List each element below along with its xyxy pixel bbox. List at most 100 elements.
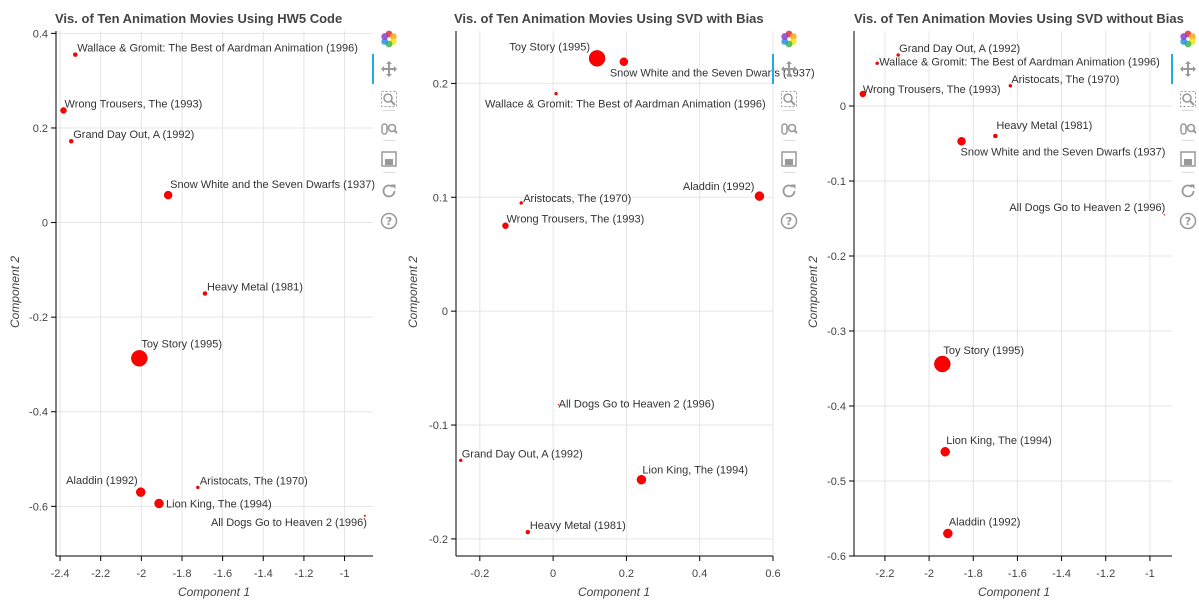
point-label: Wallace & Gromit: The Best of Aardman An… — [879, 56, 1160, 68]
wheel-zoom-icon[interactable] — [1177, 118, 1199, 140]
point-label: Wrong Trousers, The (1993) — [506, 214, 644, 226]
points-layer: Wallace & Gromit: The Best of Aardman An… — [60, 43, 375, 529]
x-tick-label: -1.4 — [1052, 568, 1071, 580]
y-tick-label: -0.1 — [429, 420, 448, 432]
chart-panel-hw5: Vis. of Ten Animation Movies Using HW5 C… — [0, 0, 400, 609]
wheel-zoom-icon[interactable] — [378, 118, 400, 140]
bokeh-logo-icon[interactable] — [1177, 28, 1199, 50]
y-tick-label: -0.6 — [29, 501, 48, 513]
scatter-point — [875, 61, 879, 65]
scatter-point — [896, 53, 900, 57]
point-label: All Dogs Go to Heaven 2 (1996) — [211, 517, 367, 529]
box-zoom-icon[interactable] — [378, 88, 400, 110]
active-tool-indicator — [1171, 54, 1173, 84]
x-tick-label: 0.4 — [692, 568, 707, 580]
point-label: Heavy Metal (1981) — [207, 282, 303, 294]
x-tick-label: -2 — [136, 568, 146, 580]
save-icon[interactable] — [378, 148, 400, 170]
axes-layer — [51, 31, 373, 561]
scatter-point — [754, 191, 765, 201]
y-tick-label: -0.4 — [827, 401, 846, 413]
y-tick-label: -0.1 — [827, 176, 846, 188]
scatter-point — [554, 91, 558, 96]
point-label: Lion King, The (1994) — [946, 435, 1052, 447]
point-label: Lion King, The (1994) — [642, 465, 748, 477]
point-label: Wallace & Gromit: The Best of Aardman An… — [77, 43, 358, 55]
tick-labels-layer: -2.4 -2.2 -2 -1.8 -1.6 -1.4 -1.2 -1 -0.6 -0.4 -0.2… — [29, 28, 349, 580]
x-tick-label: -1.2 — [294, 568, 313, 580]
x-tick-label: -2.2 — [91, 568, 110, 580]
chart-panel-svd-bias: Vis. of Ten Animation Movies Using SVD w… — [400, 0, 815, 609]
svg-text:?: ? — [386, 215, 392, 228]
bokeh-logo-icon[interactable] — [778, 28, 800, 50]
axes-layer — [849, 31, 1172, 561]
box-zoom-icon[interactable] — [1177, 88, 1199, 110]
y-tick-label: 0.4 — [33, 28, 48, 40]
scatter-point — [934, 355, 951, 373]
scatter-point — [588, 50, 606, 67]
toolbar-separator — [383, 172, 395, 173]
plot-toolbar: ? — [372, 26, 404, 236]
y-axis-label: Component 2 — [806, 256, 820, 328]
point-label: Grand Day Out, A (1992) — [462, 448, 583, 460]
wheel-zoom-icon[interactable] — [778, 118, 800, 140]
y-tick-label: -0.2 — [429, 534, 448, 546]
save-icon[interactable] — [778, 148, 800, 170]
scatter-point — [940, 447, 950, 457]
scatter-point — [363, 514, 366, 517]
help-icon[interactable]: ? — [1177, 210, 1199, 232]
active-tool-indicator — [772, 54, 774, 84]
x-axis-label: Component 1 — [578, 585, 650, 599]
x-tick-label: -2 — [924, 568, 934, 580]
scatter-point — [459, 458, 463, 463]
scatter-point — [943, 528, 953, 539]
plot-toolbar: ? — [1171, 26, 1199, 236]
scatter-point — [1163, 214, 1166, 216]
scatter-point — [60, 107, 67, 114]
toolbar-separator — [383, 140, 395, 141]
y-tick-label: -0.5 — [827, 476, 846, 488]
toolbar-separator — [383, 110, 395, 111]
point-label: All Dogs Go to Heaven 2 (1996) — [1009, 202, 1165, 214]
help-icon[interactable]: ? — [778, 210, 800, 232]
toolbar-separator — [783, 140, 795, 141]
y-tick-label: 0.2 — [33, 123, 48, 135]
scatter-point — [73, 52, 78, 57]
x-tick-label: -1.8 — [173, 568, 192, 580]
point-label: Wrong Trousers, The (1993) — [65, 98, 203, 110]
chart-title: Vis. of Ten Animation Movies Using SVD w… — [454, 11, 764, 26]
y-tick-label: 0 — [442, 306, 448, 318]
point-label: Heavy Metal (1981) — [530, 520, 626, 532]
point-label: All Dogs Go to Heaven 2 (1996) — [559, 399, 715, 411]
y-tick-label: 0 — [840, 101, 846, 113]
points-layer: Toy Story (1995) Snow White and the Seven… — [459, 41, 815, 535]
x-axis-label: Component 1 — [178, 585, 250, 599]
reset-icon[interactable] — [778, 180, 800, 202]
y-tick-label: -0.2 — [29, 312, 48, 324]
toolbar-separator — [1182, 110, 1194, 111]
save-icon[interactable] — [1177, 148, 1199, 170]
chart-panel-svd-no-bias: Vis. of Ten Animation Movies Using SVD w… — [800, 0, 1199, 609]
help-icon[interactable]: ? — [378, 210, 400, 232]
point-label: Aristocats, The (1970) — [523, 193, 631, 205]
pan-icon[interactable] — [778, 58, 800, 80]
x-tick-label: -1 — [340, 568, 350, 580]
bokeh-logo-icon[interactable] — [378, 28, 400, 50]
scatter-point — [519, 201, 523, 205]
point-label: Aladdin (1992) — [683, 181, 755, 193]
pan-icon[interactable] — [1177, 58, 1199, 80]
point-label: Aristocats, The (1970) — [1011, 74, 1119, 86]
point-label: Wallace & Gromit: The Best of Aardman An… — [485, 99, 766, 111]
point-label: Aladdin (1992) — [66, 475, 138, 487]
scatter-point — [502, 222, 509, 229]
x-tick-label: -2.2 — [875, 568, 894, 580]
pan-icon[interactable] — [378, 58, 400, 80]
scatter-point — [1008, 84, 1013, 88]
x-tick-label: 0.2 — [619, 568, 634, 580]
x-tick-label: -0.2 — [470, 568, 489, 580]
reset-icon[interactable] — [1177, 180, 1199, 202]
y-tick-label: 0.1 — [433, 192, 448, 204]
box-zoom-icon[interactable] — [778, 88, 800, 110]
reset-icon[interactable] — [378, 180, 400, 202]
x-tick-label: -1 — [1145, 568, 1155, 580]
